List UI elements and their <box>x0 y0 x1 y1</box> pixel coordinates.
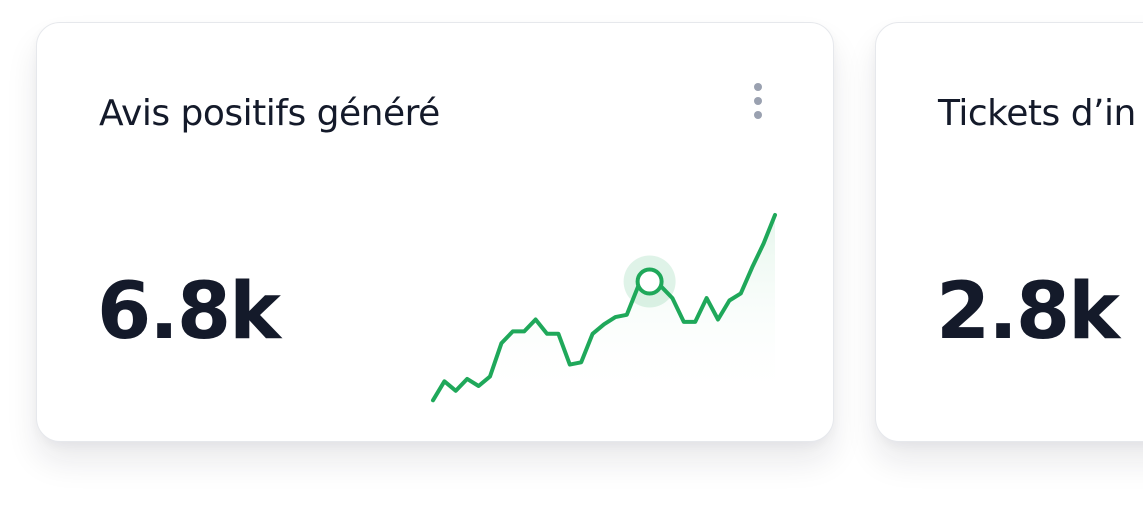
sparkline-area <box>433 215 775 401</box>
more-vertical-icon[interactable] <box>743 77 773 125</box>
card-title: Avis positifs généré <box>99 93 440 134</box>
card-title: Tickets d’in <box>938 93 1136 134</box>
menu-dot <box>754 83 762 91</box>
card-value: 2.8k <box>936 267 1120 357</box>
sparkline-line <box>431 213 777 403</box>
stat-card-tickets[interactable]: Tickets d’in 2.8k <box>875 22 1143 442</box>
highlight-point[interactable] <box>635 267 664 296</box>
sparkline-chart <box>431 213 777 403</box>
menu-dot <box>754 111 762 119</box>
menu-dot <box>754 97 762 105</box>
card-value: 6.8k <box>97 267 281 357</box>
stat-card-positive-reviews[interactable]: Avis positifs généré 6.8k <box>36 22 834 442</box>
